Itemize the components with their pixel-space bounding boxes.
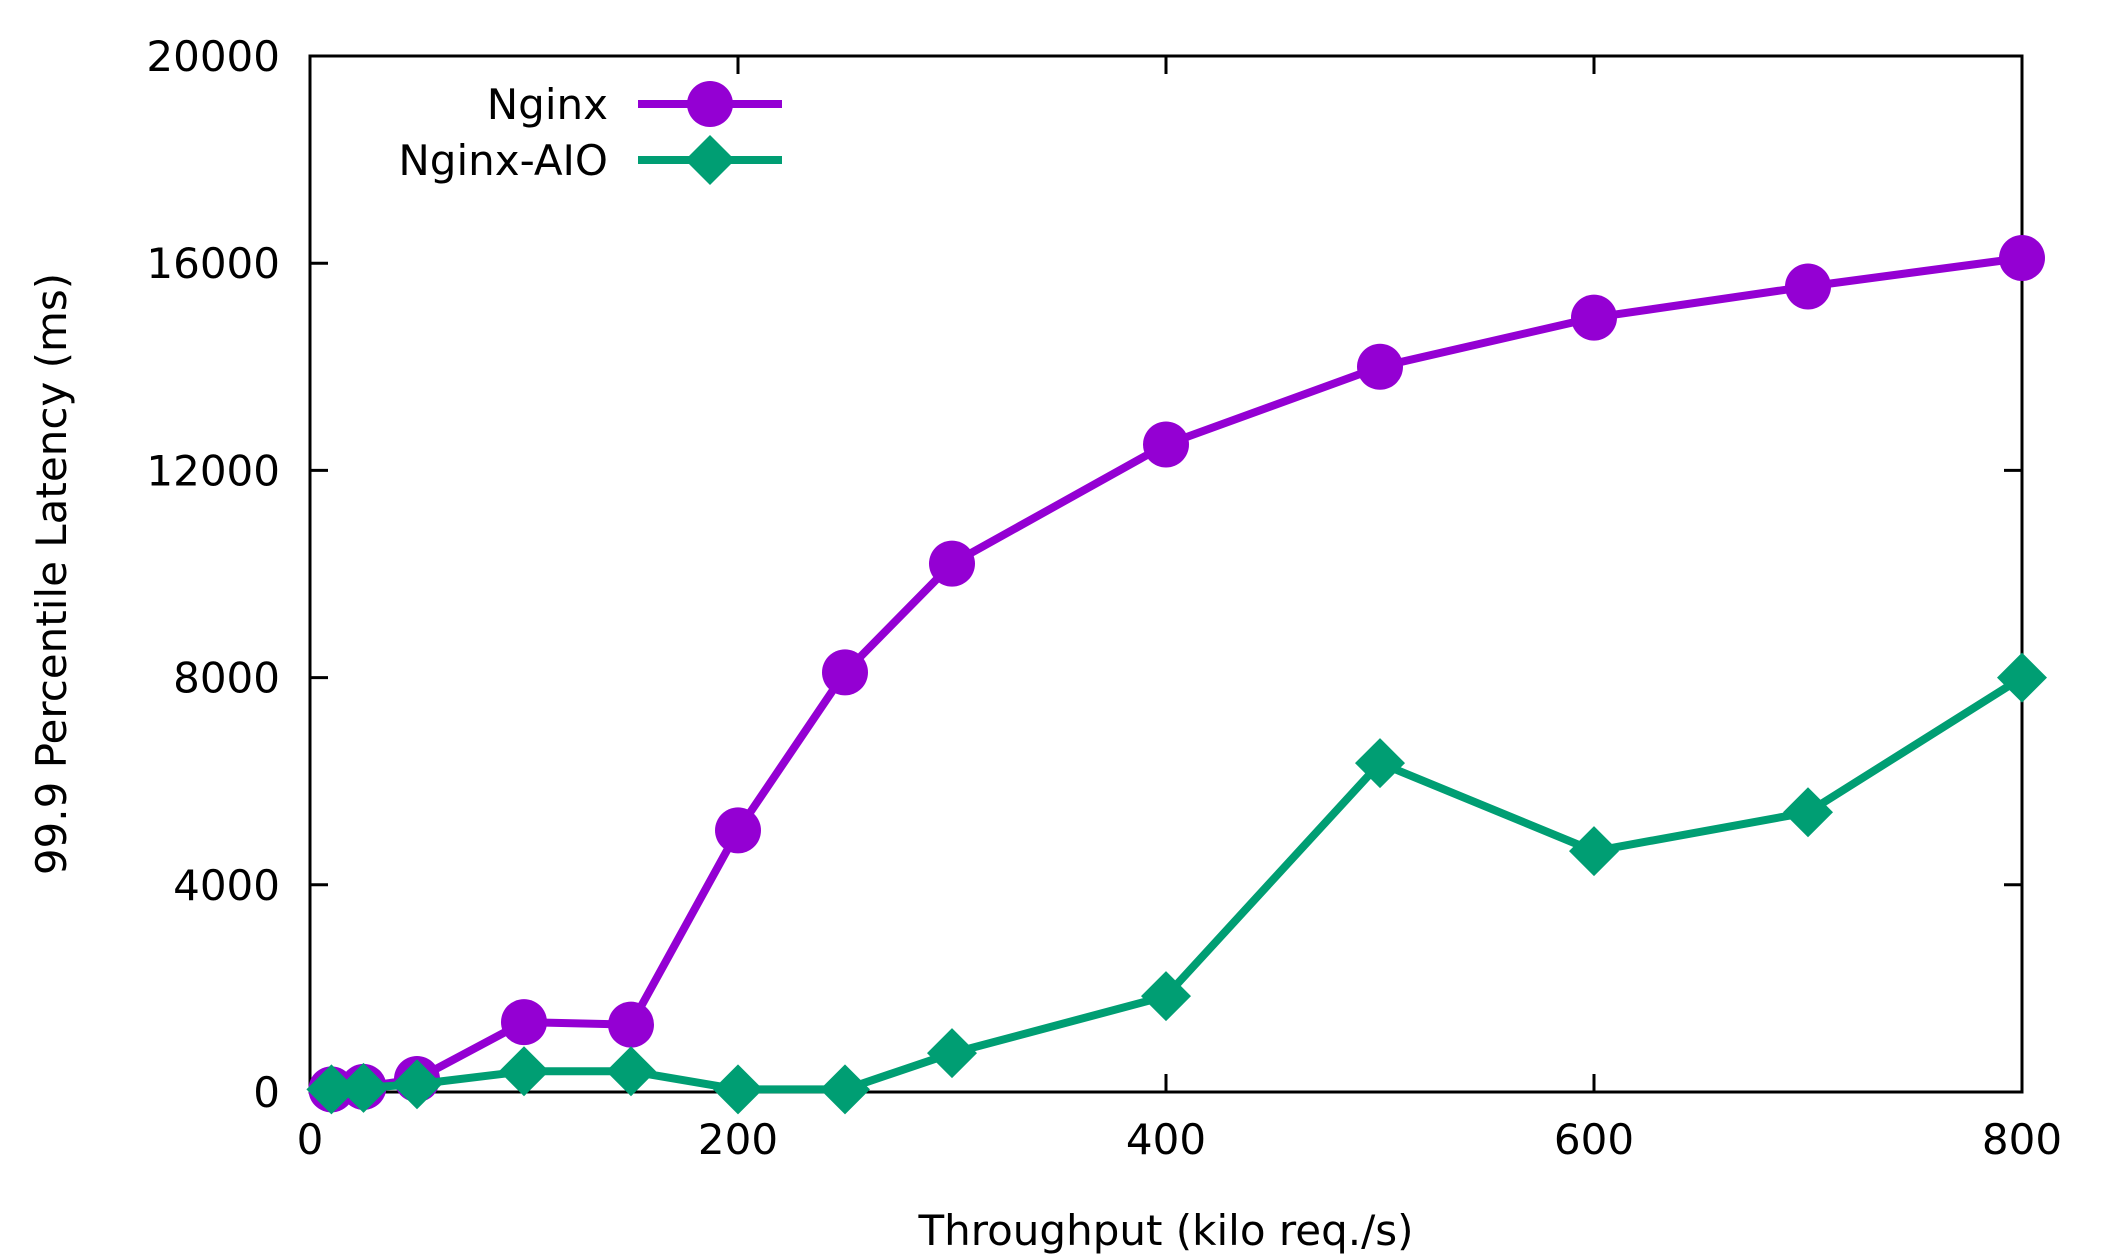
y-tick-labels: 0 4000 8000 12000 16000 20000 — [146, 32, 280, 1117]
x-axis-title: Throughput (kilo req./s) — [917, 1206, 1413, 1255]
nginx-point — [1785, 263, 1831, 310]
nginx-aio-point — [713, 1064, 763, 1115]
legend-item-nginx-aio: Nginx-AIO — [398, 135, 782, 185]
legend-label: Nginx — [487, 80, 608, 129]
x-tick-labels: 0 200 400 600 800 — [297, 1115, 2062, 1164]
nginx-aio-point — [820, 1064, 870, 1115]
nginx-point — [1571, 294, 1617, 341]
legend-label: Nginx-AIO — [398, 136, 608, 185]
y-tick-label: 0 — [253, 1068, 280, 1117]
x-tick-label: 0 — [297, 1115, 324, 1164]
nginx-aio-point — [606, 1046, 656, 1097]
nginx-aio-point — [392, 1059, 442, 1110]
nginx-point — [1143, 421, 1189, 468]
nginx-aio-point — [1569, 826, 1619, 877]
y-axis-title: 99.9 Percentile Latency (ms) — [27, 273, 76, 875]
y-tick-label: 20000 — [146, 32, 280, 81]
nginx-point — [1357, 343, 1403, 390]
series-layer — [306, 235, 2047, 1115]
nginx-aio-line — [331, 674, 2025, 1094]
y-tick-label: 8000 — [173, 654, 280, 703]
nginx-aio-point — [306, 1064, 357, 1115]
nginx-point — [501, 999, 547, 1046]
nginx-point — [1999, 235, 2045, 282]
nginx-aio-point — [927, 1028, 977, 1079]
y-tick-label: 12000 — [146, 446, 280, 495]
nginx-aio-point — [1997, 652, 2047, 703]
nginx-point — [608, 1001, 654, 1048]
x-tick-label: 600 — [1554, 1115, 1634, 1164]
nginx-point — [822, 649, 868, 696]
legend-marker-nginx — [687, 81, 733, 127]
y-tick-label: 16000 — [146, 239, 280, 288]
plot-frame — [308, 54, 2024, 1094]
series-nginx-aio — [306, 652, 2047, 1115]
x-tick-label: 400 — [1126, 1115, 1206, 1164]
axis-ticks — [308, 54, 2024, 1094]
legend: Nginx Nginx-AIO — [398, 80, 782, 185]
nginx-aio-point — [1783, 787, 1833, 838]
legend-marker-nginx-aio — [685, 135, 735, 185]
nginx-aio-point — [499, 1046, 549, 1097]
nginx-aio-point — [1141, 971, 1191, 1022]
y-tick-label: 4000 — [173, 861, 280, 910]
x-tick-label: 800 — [1982, 1115, 2062, 1164]
legend-item-nginx: Nginx — [487, 80, 782, 129]
nginx-point — [715, 807, 761, 854]
nginx-aio-point — [338, 1062, 389, 1113]
x-tick-label: 200 — [698, 1115, 778, 1164]
nginx-line — [331, 254, 2023, 1094]
nginx-point — [929, 540, 975, 587]
nginx-aio-point — [1355, 738, 1405, 789]
